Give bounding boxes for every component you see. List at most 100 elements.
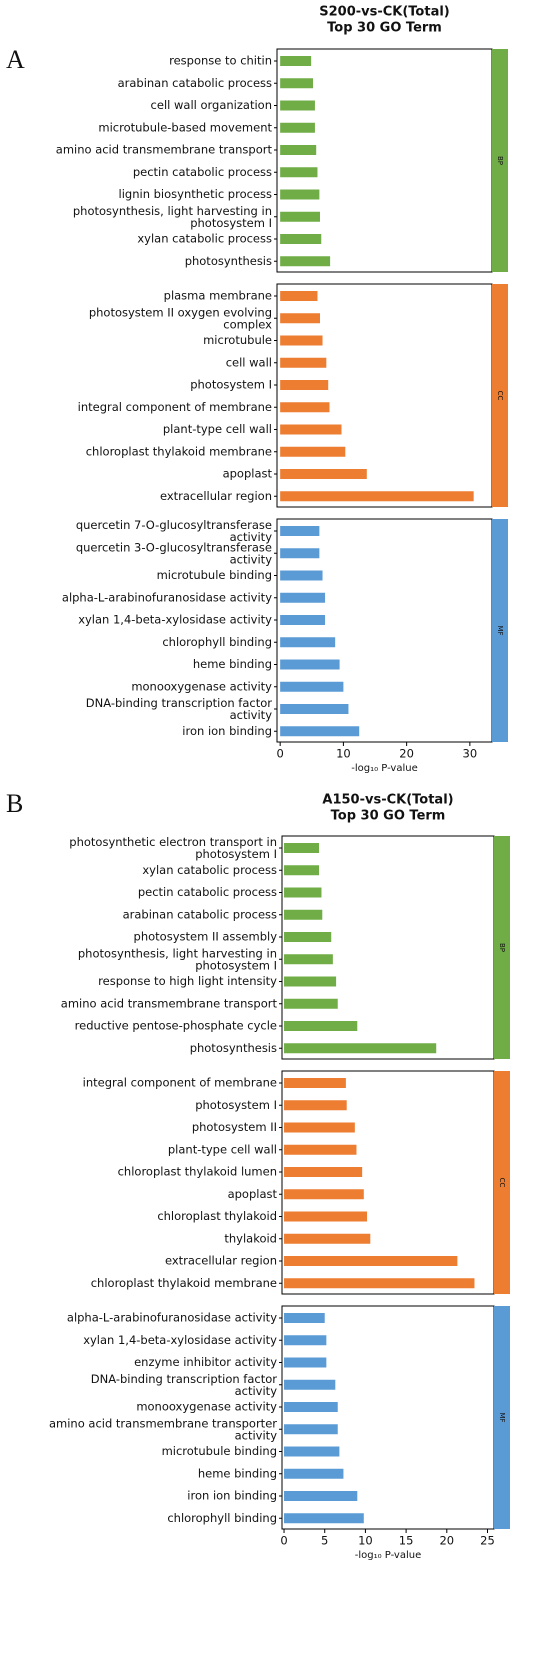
y-tick-label: integral component of membrane xyxy=(78,400,272,414)
chart-subtitle: Top 30 GO Term xyxy=(331,809,446,824)
y-tick-label: apoplast xyxy=(228,1187,278,1201)
y-tick-label: extracellular region xyxy=(160,489,272,503)
y-tick-label: DNA-binding transcription factor activity xyxy=(86,696,273,722)
y-tick-label: iron ion binding xyxy=(182,724,272,738)
y-tick-label: reductive pentose-phosphate cycle xyxy=(75,1019,277,1033)
bar xyxy=(284,1043,437,1054)
y-tick-label: chlorophyll binding xyxy=(167,1511,277,1525)
bar xyxy=(280,145,317,155)
bar xyxy=(280,570,323,581)
y-tick-label: monooxygenase activity xyxy=(136,1400,277,1414)
bar xyxy=(284,1167,363,1177)
bar xyxy=(284,1233,371,1244)
bar xyxy=(280,526,320,536)
y-tick-label: chloroplast thylakoid lumen xyxy=(118,1165,277,1179)
y-tick-label: integral component of membrane xyxy=(83,1076,277,1090)
y-tick-label: microtubule xyxy=(203,333,272,347)
y-tick-label: amino acid transmembrane transporter acti… xyxy=(49,1416,277,1442)
bar xyxy=(280,548,320,559)
bar xyxy=(280,659,340,670)
y-tick-label: lignin biosynthetic process xyxy=(119,187,272,201)
x-tick-label: 20 xyxy=(399,747,414,761)
bar xyxy=(280,424,342,435)
y-tick-label: xylan 1,4-beta-xylosidase activity xyxy=(83,1333,277,1347)
y-tick-label: photosystem II xyxy=(192,1120,277,1134)
bar xyxy=(284,976,337,987)
y-tick-label: DNA-binding transcription factor activity xyxy=(91,1371,278,1397)
group-name: CC xyxy=(496,391,504,401)
group-strip xyxy=(494,836,510,1059)
y-tick-label: photosynthesis, light harvesting in photo… xyxy=(73,203,272,229)
bar xyxy=(284,1357,327,1368)
y-tick-label: photosystem II assembly xyxy=(134,930,278,944)
y-tick-label: xylan 1,4-beta-xylosidase activity xyxy=(78,613,272,627)
group-name: MF xyxy=(498,1412,506,1422)
bar xyxy=(284,954,333,965)
y-tick-label: amino acid transmembrane transport xyxy=(56,143,273,157)
bar xyxy=(280,491,474,502)
y-tick-label: chloroplast thylakoid membrane xyxy=(86,444,272,458)
x-tick-label: 15 xyxy=(399,1534,414,1548)
y-tick-label: response to high light intensity xyxy=(98,974,277,988)
chart-subtitle: Top 30 GO Term xyxy=(327,21,442,36)
bar xyxy=(284,1100,347,1111)
group-name: MF xyxy=(496,625,504,635)
bar xyxy=(280,167,318,178)
group-strip xyxy=(494,1071,510,1294)
y-tick-label: chloroplast thylakoid membrane xyxy=(91,1276,277,1290)
y-tick-label: response to chitin xyxy=(169,54,272,68)
bar xyxy=(280,78,314,89)
x-tick-label: 25 xyxy=(480,1534,495,1548)
bar xyxy=(284,1513,364,1524)
bar xyxy=(280,402,330,413)
y-tick-label: cell wall organization xyxy=(151,98,272,112)
y-tick-label: pectin catabolic process xyxy=(133,165,272,179)
bar xyxy=(284,1078,346,1088)
bar xyxy=(284,865,320,876)
y-tick-label: alpha-L-arabinofuranosidase activity xyxy=(62,590,272,604)
chart-title: S200-vs-CK(Total) xyxy=(319,5,450,20)
group-strip xyxy=(492,49,508,272)
group-name: CC xyxy=(498,1178,506,1188)
y-tick-label: photosystem II oxygen evolving complex xyxy=(89,305,272,331)
x-tick-label: 30 xyxy=(463,747,478,761)
y-tick-label: photosynthetic electron transport in phot… xyxy=(69,835,277,861)
bar xyxy=(284,887,322,898)
bar xyxy=(280,234,322,244)
bar xyxy=(284,1144,357,1155)
y-tick-label: plant-type cell wall xyxy=(163,422,272,436)
bar xyxy=(280,681,344,692)
bar xyxy=(280,380,329,390)
group-strip xyxy=(492,519,508,742)
y-tick-label: plant-type cell wall xyxy=(168,1142,277,1156)
y-tick-label: apoplast xyxy=(223,467,273,481)
bar xyxy=(280,446,346,457)
y-tick-label: pectin catabolic process xyxy=(138,885,277,899)
group-name: BP xyxy=(498,943,506,952)
bar xyxy=(284,1468,344,1479)
y-tick-label: heme binding xyxy=(193,657,272,671)
x-tick-label: 10 xyxy=(358,1534,373,1548)
y-tick-label: alpha-L-arabinofuranosidase activity xyxy=(67,1311,277,1325)
bar xyxy=(280,357,327,368)
bar xyxy=(280,56,312,66)
x-tick-label: 10 xyxy=(336,747,351,761)
bar xyxy=(280,122,315,133)
y-tick-label: xylan catabolic process xyxy=(137,232,272,246)
bar xyxy=(284,1335,327,1346)
x-tick-label: 0 xyxy=(280,1534,287,1548)
bar xyxy=(284,1278,475,1289)
y-tick-label: microtubule-based movement xyxy=(98,120,272,134)
y-tick-label: chlorophyll binding xyxy=(162,635,272,649)
y-tick-label: arabinan catabolic process xyxy=(118,76,272,90)
bar xyxy=(284,932,332,942)
bar xyxy=(280,100,315,111)
bar xyxy=(284,1379,336,1390)
bar xyxy=(284,1313,325,1323)
bar xyxy=(284,1424,338,1435)
bar xyxy=(284,1122,355,1133)
bar xyxy=(280,313,320,324)
y-tick-label: quercetin 7-O-glucosyltransferase activit… xyxy=(76,518,272,544)
bar xyxy=(280,211,320,222)
bar xyxy=(280,592,326,603)
